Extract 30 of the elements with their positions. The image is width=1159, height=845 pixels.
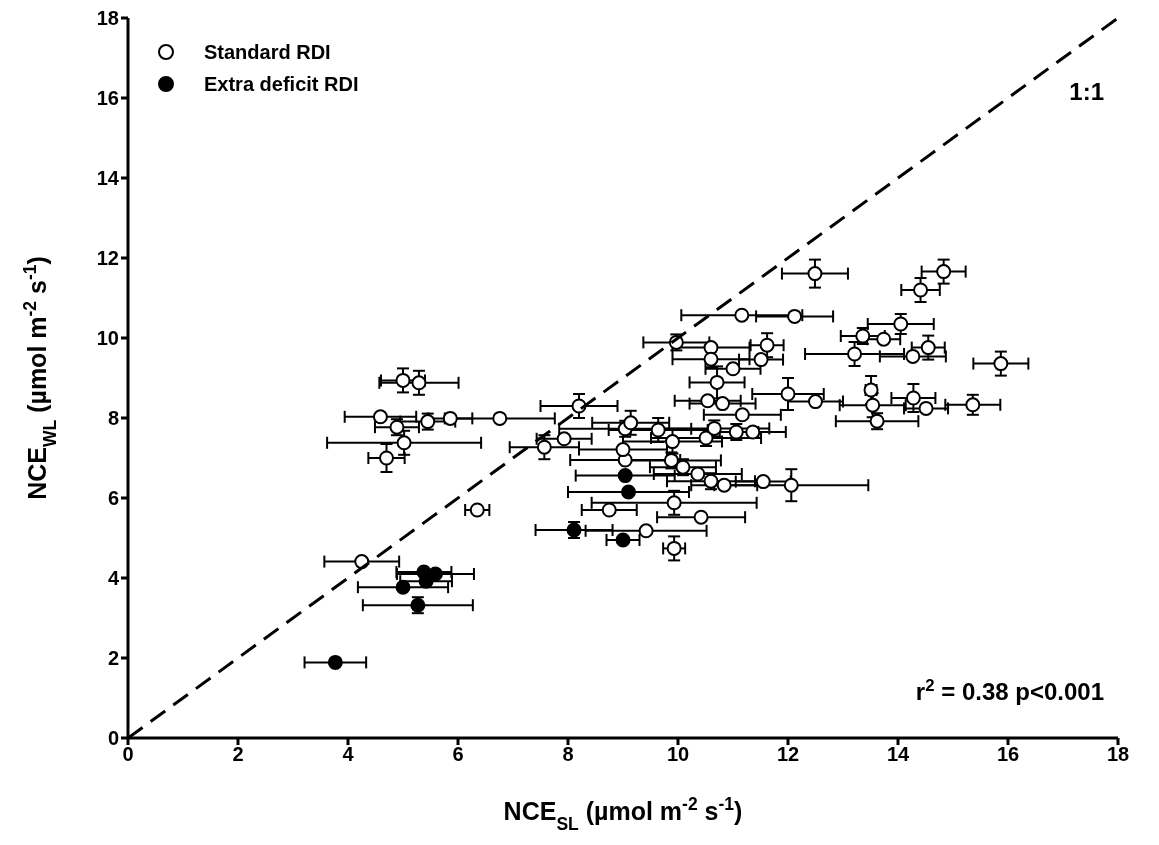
legend-label: Standard RDI [204, 40, 331, 64]
point [327, 654, 343, 670]
y-tick-label: 2 [107, 647, 119, 670]
x-axis-title: NCE$_{SL}$ (µmol m$^{-2}$ s$^{-1}$) [503, 794, 743, 834]
y-tick-label: 8 [107, 407, 119, 430]
y-tick-label: 14 [96, 167, 120, 190]
x-tick-label: 10 [666, 743, 690, 766]
annotation: r$^{2}$ = 0.38 p<0.001 [915, 675, 1104, 705]
y-tick-label: 0 [107, 727, 119, 750]
x-tick-label: 4 [342, 743, 355, 766]
y-tick-label: 10 [96, 327, 119, 350]
x-tick-label: 0 [122, 743, 134, 766]
x-tick-label: 8 [562, 743, 574, 766]
point [617, 468, 633, 484]
point [395, 579, 411, 595]
x-tick-label: 12 [776, 743, 800, 766]
y-tick-label: 12 [96, 247, 119, 270]
annotation: 1:1 [1069, 78, 1104, 105]
x-tick-label: 18 [1106, 743, 1130, 766]
x-tick-label: 16 [996, 743, 1020, 766]
legend-label: Extra deficit RDI [204, 72, 359, 96]
y-tick-label: 4 [107, 567, 120, 590]
y-tick-label: 18 [96, 7, 119, 30]
point [615, 532, 631, 548]
y-tick-label: 16 [96, 87, 119, 110]
x-tick-label: 6 [452, 743, 464, 766]
x-tick-label: 14 [886, 743, 910, 766]
x-tick-label: 2 [232, 743, 244, 766]
y-tick-label: 6 [107, 487, 119, 510]
point [621, 484, 636, 500]
